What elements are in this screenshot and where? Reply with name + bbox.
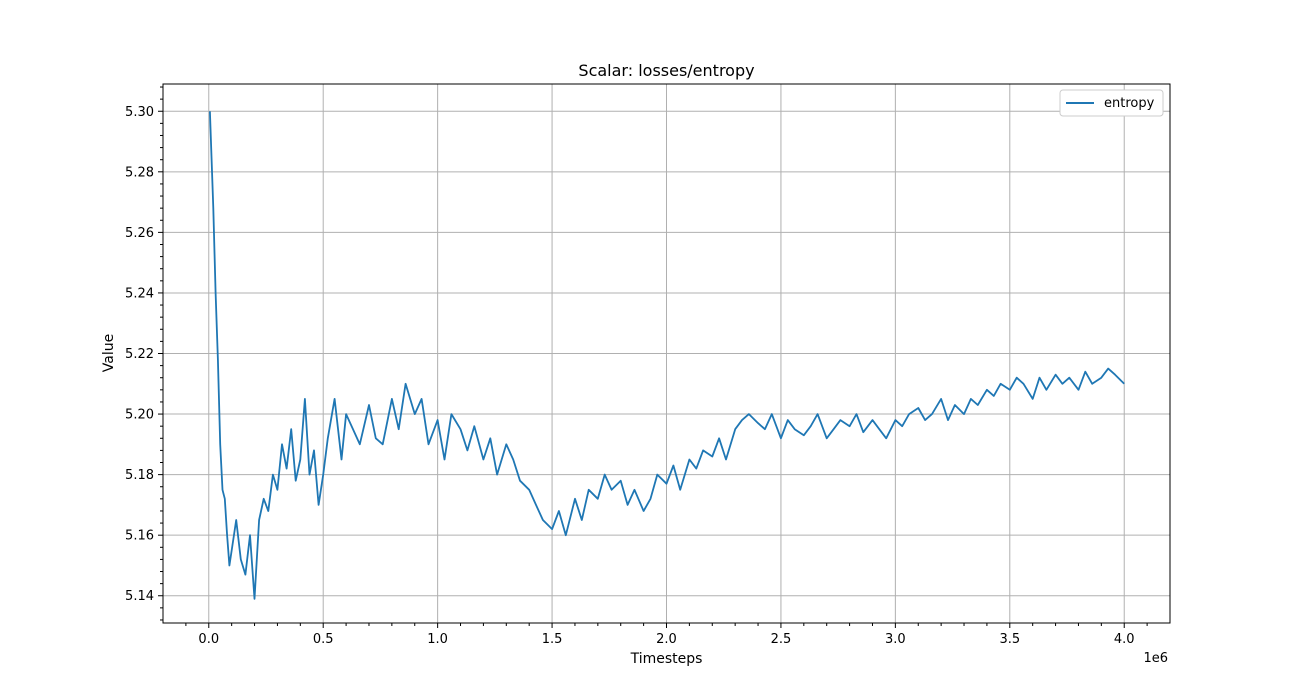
y-tick-label: 5.24 [125,286,154,301]
legend-box [1059,89,1164,117]
x-tick-label: 2.0 [656,632,677,647]
y-tick-label: 5.16 [125,529,154,544]
legend-label-entropy: entropy [1104,96,1155,111]
y-axis-label: Value [101,334,117,372]
grid-lines [163,84,1170,623]
x-axis-label: Timesteps [630,651,703,667]
x-tick-label: 1.5 [542,632,563,647]
x-axis-ticks: 0.0 0.5 1.0 1.5 2.0 2.5 3.0 3.5 4.0 [185,623,1148,647]
x-tick-label: 2.5 [771,632,792,647]
x-tick-label: 0.5 [313,632,334,647]
x-tick-label: 3.5 [999,632,1020,647]
x-tick-label: 1.0 [427,632,448,647]
x-axis-offset-label: 1e6 [1143,651,1168,666]
y-tick-label: 5.14 [125,589,154,604]
legend: entropy [1059,89,1164,117]
plot-frame [162,83,1171,624]
y-tick-label: 5.20 [125,408,154,423]
y-tick-label: 5.26 [125,226,154,241]
y-tick-label: 5.22 [125,347,154,362]
x-tick-label: 3.0 [885,632,906,647]
y-tick-label: 5.30 [125,105,154,120]
x-tick-label: 4.0 [1114,632,1135,647]
chart-title: Scalar: losses/entropy [578,61,754,80]
series-lines [209,111,1125,600]
y-tick-label: 5.18 [125,468,154,483]
x-tick-label: 0.0 [198,632,219,647]
y-tick-label: 5.28 [125,165,154,180]
series-line-entropy [209,111,1125,600]
